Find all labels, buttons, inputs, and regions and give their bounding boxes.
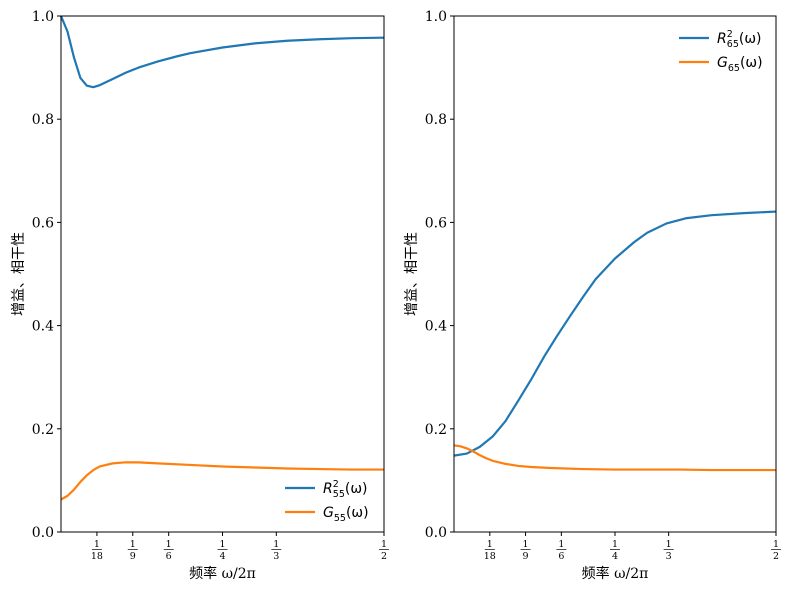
right-xtick-numerator: 1: [523, 539, 529, 550]
right-ytick-label: 0.2: [425, 422, 447, 438]
right-xtick-numerator: 1: [773, 539, 779, 550]
left-xtick-denominator: 2: [381, 551, 387, 562]
left-y-axis-label: 增益、相干性: [11, 232, 27, 316]
left-ytick-label: 0.2: [32, 422, 54, 438]
right-xtick-numerator: 1: [612, 539, 618, 550]
right-y-axis-label: 增益、相干性: [404, 232, 420, 316]
right-xtick-numerator: 1: [558, 539, 564, 550]
left-ytick-label: 1.0: [32, 9, 54, 25]
left-ytick-label: 0.8: [32, 112, 54, 128]
right-ytick-label: 0.4: [425, 319, 447, 335]
left-legend-label-2: G55(ω): [323, 505, 369, 524]
right-ytick-label: 0.8: [425, 112, 447, 128]
left-axes-frame: [60, 15, 385, 533]
left-xtick-denominator: 9: [130, 551, 136, 562]
left-x-axis-label: 频率 ω/2π: [189, 565, 256, 582]
right-xtick-denominator: 18: [484, 551, 496, 562]
left-xtick-numerator: 1: [381, 539, 387, 550]
left-xtick-denominator: 6: [166, 551, 172, 562]
right-axes-frame: [453, 15, 777, 533]
right-xtick-denominator: 6: [558, 551, 564, 562]
left-xtick-denominator: 18: [91, 551, 103, 562]
right-x-axis-label: 频率 ω/2π: [582, 565, 649, 582]
left-xtick-denominator: 3: [273, 551, 279, 562]
right-series-line-1: [453, 210, 777, 457]
right-xtick-numerator: 1: [487, 539, 493, 550]
right-legend-label-2: G65(ω): [717, 55, 763, 74]
left-ytick-label: 0.6: [32, 215, 54, 231]
right-ytick-label: 0.6: [425, 215, 447, 231]
left-xtick-denominator: 4: [219, 551, 225, 562]
right-xtick-denominator: 3: [666, 551, 672, 562]
right-xtick-denominator: 9: [523, 551, 529, 562]
left-series-line-1: [59, 15, 385, 89]
right-legend-label-1: R2 65(ω): [717, 29, 762, 50]
right-xtick-numerator: 1: [666, 539, 672, 550]
left-xtick-numerator: 1: [130, 539, 136, 550]
left-ytick-label: 0.4: [32, 319, 54, 335]
left-xtick-numerator: 1: [273, 539, 279, 550]
right-xtick-denominator: 2: [773, 551, 779, 562]
right-ytick-label: 0.0: [425, 525, 447, 541]
right-xtick-denominator: 4: [612, 551, 618, 562]
left-legend-label-1: R2 55(ω): [323, 479, 368, 500]
right-series-line-2: [453, 444, 776, 472]
left-series-line-2: [60, 461, 384, 501]
left-xtick-numerator: 1: [166, 539, 172, 550]
left-ytick-label: 0.0: [32, 525, 54, 541]
left-xtick-numerator: 1: [94, 539, 100, 550]
right-ytick-label: 1.0: [425, 9, 447, 25]
left-xtick-numerator: 1: [219, 539, 225, 550]
